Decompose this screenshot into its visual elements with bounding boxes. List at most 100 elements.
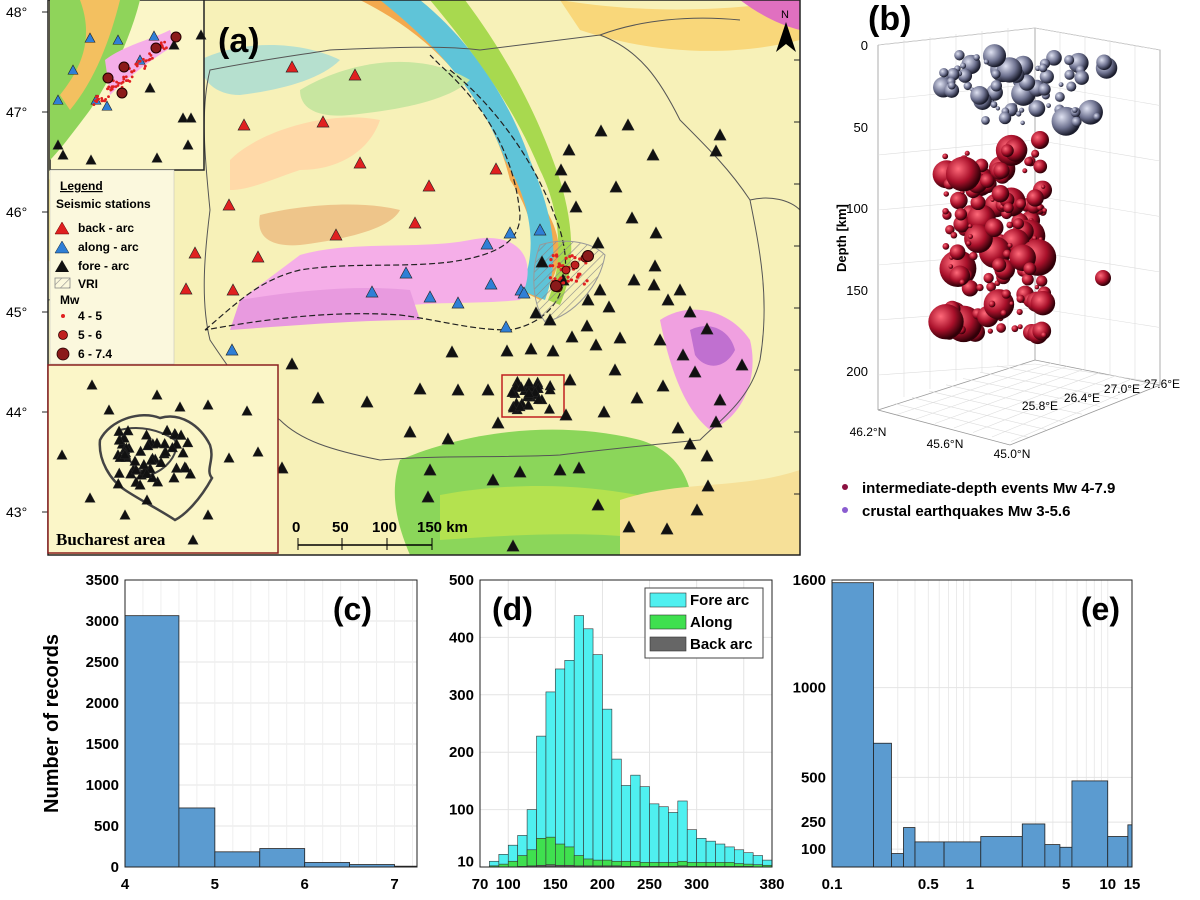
bucharest-station [103, 404, 115, 415]
bucharest-station [130, 464, 142, 475]
station-fore-arc [735, 358, 749, 371]
floor-grid [896, 362, 1052, 415]
grid-line [1034, 83, 1161, 106]
legend-along-arc-icon [54, 240, 70, 254]
inset-event-small [132, 69, 136, 73]
bar [980, 836, 1023, 868]
inset-event-small [101, 99, 105, 103]
intermediate-event [987, 328, 994, 334]
intermediate-event [949, 265, 971, 287]
station-fore-arc [627, 273, 641, 286]
station-along-arc [484, 277, 498, 290]
legend-stations-title: Seismic stations [56, 197, 151, 211]
inset-station-along [148, 30, 160, 41]
station-back-arc [251, 250, 265, 263]
crustal-event [1020, 120, 1025, 126]
legend-swatch [649, 592, 687, 608]
station-along-arc [503, 226, 517, 239]
grid-line [1034, 27, 1161, 51]
station-fore-arc [709, 144, 723, 157]
floor-grid [996, 365, 1137, 392]
x-tick-label: 6 [301, 876, 309, 893]
crustal-event [1071, 107, 1078, 113]
bar-fore-arc [658, 806, 669, 868]
scale-50: 50 [332, 519, 349, 536]
crustal-event [947, 81, 956, 90]
inset-station [144, 82, 156, 93]
bucharest-station [151, 437, 163, 448]
bar-fore-arc [620, 785, 632, 868]
station-fore-arc [690, 503, 704, 516]
inset-event-small [135, 63, 139, 67]
station-fore-arc [609, 180, 623, 193]
intermediate-event [945, 225, 955, 235]
intermediate-event [970, 194, 986, 211]
depth-tick: 50 [854, 120, 868, 135]
floor-grid [894, 403, 1029, 438]
station-fore-arc [649, 226, 663, 239]
intermediate-event [1095, 270, 1111, 286]
grid-line [1034, 307, 1161, 328]
inset-event-small [141, 57, 145, 61]
station-back-arc [285, 60, 299, 73]
station-fore-arc [275, 461, 289, 474]
legend-mw1-icon [61, 314, 65, 318]
x-tick-label: 150 [543, 876, 568, 893]
y-tick-label: 3000 [86, 613, 119, 630]
lon-tick: 26.4°E [1064, 391, 1100, 405]
station-fore-arc [565, 330, 579, 343]
inset-event-small [124, 79, 128, 83]
intermediate-event [1023, 262, 1037, 276]
event-small [577, 272, 581, 276]
bucharest-station [119, 448, 131, 460]
x-tick-label: 7 [390, 876, 398, 893]
bar-fore-arc [573, 615, 584, 868]
bucharest-station [184, 468, 196, 479]
station-fore-arc [413, 382, 427, 395]
bucharest-station [119, 509, 131, 520]
crustal-event [1046, 50, 1062, 66]
inset-event-small [96, 94, 100, 98]
intermediate-event [1001, 289, 1011, 299]
intermediate-event [984, 218, 1004, 238]
bucharest-station [141, 429, 153, 440]
station-along-arc [451, 296, 465, 309]
crustal-event [946, 68, 960, 81]
intermediate-event [1009, 301, 1014, 306]
bucharest-label: Bucharest area [56, 530, 166, 549]
event-small [573, 255, 577, 260]
legend-intermediate-icon [842, 484, 848, 490]
bar-along [564, 846, 575, 868]
legend-mw2: 5 - 6 [78, 328, 102, 342]
event-small [551, 254, 555, 258]
bar [914, 841, 945, 868]
intermediate-event [1011, 325, 1019, 333]
intermediate-event [1024, 157, 1034, 167]
inset-event-small [115, 80, 119, 84]
crustal-event [939, 67, 949, 78]
legend-vri: VRI [78, 277, 98, 291]
crustal-event [1093, 112, 1101, 121]
x-tick-label: 0.1 [822, 876, 843, 893]
x-tick-label: 10 [1099, 876, 1116, 893]
bar-fore-arc [630, 774, 641, 868]
panel-a-label: (a) [218, 22, 260, 60]
panel-e-label: (e) [1081, 591, 1120, 627]
inset-event-small [120, 81, 123, 85]
bar-fore-arc [677, 800, 688, 868]
inset-station-along [84, 32, 96, 43]
bucharest-station [166, 441, 178, 453]
legend-back-arc-icon [54, 221, 70, 235]
intermediate-event [979, 173, 995, 188]
event-small [566, 279, 570, 283]
inset-event-small [107, 95, 110, 99]
inset-event-small [109, 88, 113, 92]
bar [1059, 846, 1073, 868]
floor-grid [934, 369, 1084, 424]
floor-grid [972, 375, 1116, 433]
station-fore-arc [553, 463, 567, 476]
station-fore-arc [403, 425, 417, 438]
lon-tick: 27.6°E [1144, 377, 1180, 391]
inset-station [168, 39, 180, 50]
station-fore-arc [713, 393, 727, 406]
